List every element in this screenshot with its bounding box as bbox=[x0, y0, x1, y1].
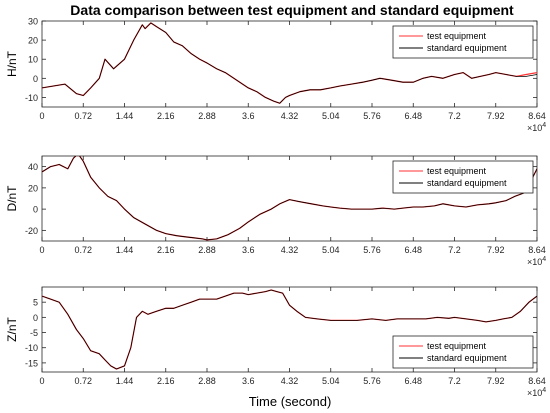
x-tick-label: 7.92 bbox=[487, 245, 505, 255]
x-tick-label: 0 bbox=[39, 376, 44, 386]
x-tick-label: 7.2 bbox=[448, 111, 461, 121]
panel-z: -15 -10 -5 0 5 0 0.72 1.44 2.16 2.88 3.6 4.32 5.04 5.… bbox=[5, 286, 546, 398]
y-tick-label: -20 bbox=[25, 226, 38, 236]
y-tick-label: -5 bbox=[30, 328, 38, 338]
x-tick-label: 3.6 bbox=[242, 376, 255, 386]
y-axis-label: D/nT bbox=[5, 185, 19, 212]
x-tick-label: 2.16 bbox=[157, 111, 175, 121]
x-tick-label: 1.44 bbox=[116, 376, 134, 386]
x-tick-label: 0.72 bbox=[74, 111, 92, 121]
legend-label: standard equipment bbox=[427, 178, 507, 188]
x-tick-label: 0.72 bbox=[74, 245, 92, 255]
y-tick-label: 10 bbox=[28, 55, 38, 65]
y-tick-label: 30 bbox=[28, 17, 38, 27]
x-tick-label: 1.44 bbox=[116, 245, 134, 255]
x-tick-label: 5.04 bbox=[322, 245, 340, 255]
x-tick-label: 3.6 bbox=[242, 111, 255, 121]
legend: test equipment standard equipment bbox=[392, 25, 534, 59]
legend: test equipment standard equipment bbox=[392, 335, 534, 369]
x-exponent-label: ×104 bbox=[527, 122, 546, 133]
x-tick-label: 6.48 bbox=[404, 376, 422, 386]
x-tick-label: 5.04 bbox=[322, 376, 340, 386]
x-tick-label: 2.16 bbox=[157, 376, 175, 386]
x-tick-label: 7.92 bbox=[487, 376, 505, 386]
legend-box bbox=[392, 25, 534, 59]
y-tick-label: -10 bbox=[25, 93, 38, 103]
x-tick-label: 8.64 bbox=[528, 376, 546, 386]
x-tick-label: 5.76 bbox=[363, 245, 381, 255]
y-tick-label: 40 bbox=[28, 162, 38, 172]
legend-label: standard equipment bbox=[427, 43, 507, 53]
x-tick-label: 7.2 bbox=[448, 376, 461, 386]
y-tick-label: 5 bbox=[33, 298, 38, 308]
y-axis-label: H/nT bbox=[5, 50, 19, 77]
figure-xlabel: Time (second) bbox=[249, 394, 332, 409]
y-axis-label: Z/nT bbox=[5, 316, 19, 341]
x-tick-label: 5.76 bbox=[363, 376, 381, 386]
x-tick-label: 4.32 bbox=[281, 376, 299, 386]
series-line-standard-equipment bbox=[42, 22, 537, 104]
x-tick-label: 0.72 bbox=[74, 376, 92, 386]
x-tick-label: 8.64 bbox=[528, 245, 546, 255]
x-tick-label: 2.88 bbox=[198, 376, 216, 386]
legend-label: standard equipment bbox=[427, 353, 507, 363]
x-exponent-label: ×104 bbox=[527, 256, 546, 267]
x-tick-label: 4.32 bbox=[281, 111, 299, 121]
x-tick-label: 0 bbox=[39, 111, 44, 121]
y-tick-label: -15 bbox=[25, 358, 38, 368]
y-tick-label: 0 bbox=[33, 74, 38, 84]
x-tick-label: 6.48 bbox=[404, 245, 422, 255]
legend-label: test equipment bbox=[427, 341, 487, 351]
legend-label: test equipment bbox=[427, 166, 487, 176]
legend-box bbox=[392, 335, 534, 369]
x-tick-label: 5.04 bbox=[322, 111, 340, 121]
y-tick-label: -10 bbox=[25, 343, 38, 353]
x-tick-label: 0 bbox=[39, 245, 44, 255]
y-tick-label: 20 bbox=[28, 36, 38, 46]
x-tick-label: 1.44 bbox=[116, 111, 134, 121]
x-tick-label: 6.48 bbox=[404, 111, 422, 121]
x-tick-label: 2.88 bbox=[198, 111, 216, 121]
series-line-standard-equipment bbox=[42, 156, 537, 241]
x-tick-label: 2.16 bbox=[157, 245, 175, 255]
legend-label: test equipment bbox=[427, 31, 487, 41]
x-tick-label: 3.6 bbox=[242, 245, 255, 255]
y-tick-label: 0 bbox=[33, 313, 38, 323]
legend: test equipment standard equipment bbox=[392, 160, 534, 194]
x-tick-label: 5.76 bbox=[363, 111, 381, 121]
y-tick-label: 20 bbox=[28, 183, 38, 193]
x-tick-label: 2.88 bbox=[198, 245, 216, 255]
x-tick-label: 8.64 bbox=[528, 111, 546, 121]
x-tick-label: 7.92 bbox=[487, 111, 505, 121]
x-tick-label: 4.32 bbox=[281, 245, 299, 255]
legend-box bbox=[392, 160, 534, 194]
figure-title: Data comparison between test equipment a… bbox=[70, 2, 514, 18]
series-line-standard-equipment bbox=[42, 289, 537, 370]
x-tick-label: 7.2 bbox=[448, 245, 461, 255]
x-exponent-label: ×104 bbox=[527, 387, 546, 398]
y-tick-label: 0 bbox=[33, 205, 38, 215]
